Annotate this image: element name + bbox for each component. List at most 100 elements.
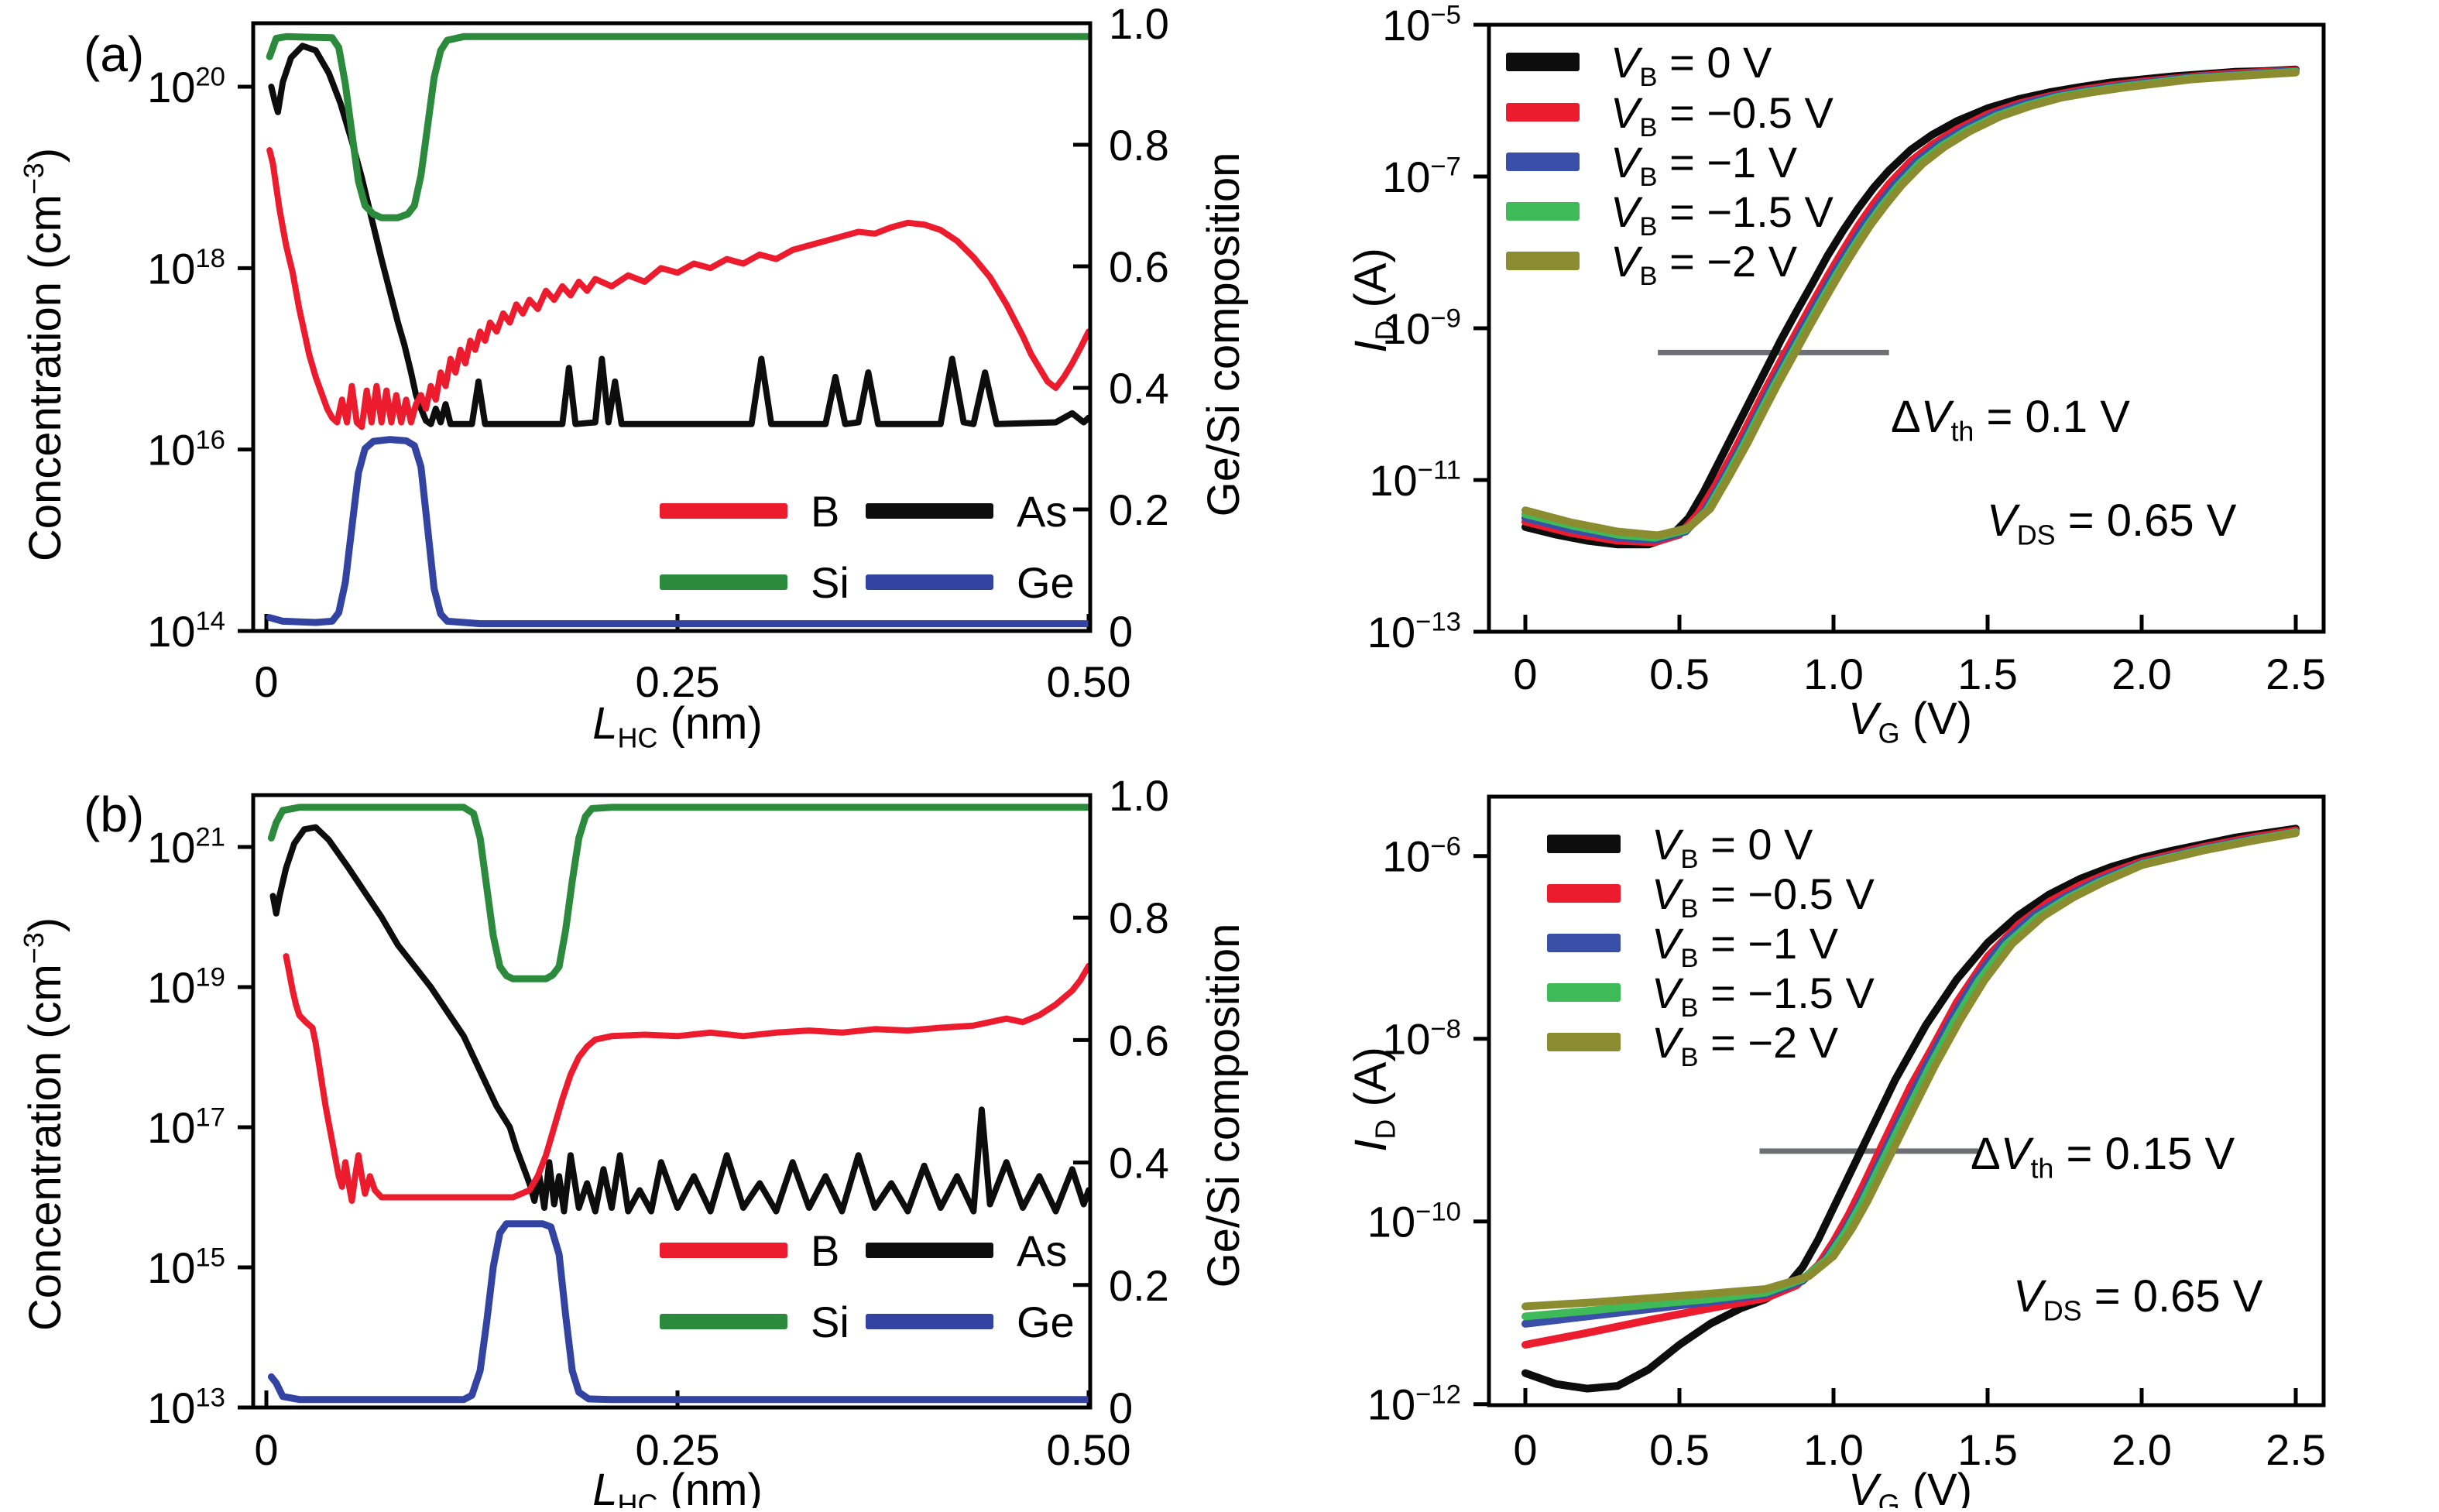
legend-swatch: [660, 1243, 787, 1258]
right-y-tick-label: 0.2: [1109, 1261, 1169, 1310]
y-tick-label: 10−13: [1367, 608, 1461, 657]
legend-swatch: [866, 1314, 993, 1329]
annotation: VDS = 0.65 V: [1987, 495, 2237, 551]
legend-entry-VB = −0.5 V: VB = −0.5 V: [1506, 88, 1834, 142]
panel-bottom-transfer-curve: 0 0.5 1.0 1.5 2.0 2.5 10−6 10−8 10−10 10−12 VG (V)…: [1346, 794, 2326, 1512]
panel-tag: (b): [84, 787, 144, 842]
y-tick-label: 1014: [147, 607, 225, 656]
x-tick-label: 2.0: [2111, 650, 2172, 698]
x-axis-title: VG (V): [1848, 694, 1972, 749]
x-axis-title: LHC (nm): [592, 698, 763, 754]
legend-label: VB = −0.5 V: [1652, 869, 1875, 924]
y-tick-label: 10−11: [1369, 456, 1461, 505]
series-Si: [266, 33, 1090, 221]
legend-swatch: [1547, 934, 1621, 952]
x-tick-label: 0.5: [1649, 1425, 1710, 1474]
y-tick-label: 1018: [147, 244, 225, 293]
x-tick-label: 1.5: [1957, 650, 2018, 698]
legend-label: B: [811, 487, 839, 536]
legend-label: As: [1017, 487, 1067, 536]
plot-frame: [1487, 794, 2326, 1407]
right-y-tick-label: 0.4: [1109, 364, 1169, 413]
legend-entry-VB = 0 V: VB = 0 V: [1506, 38, 1772, 92]
legend: B As Si Ge: [660, 1226, 1075, 1346]
legend-label: Ge: [1017, 558, 1075, 607]
x-tick-label: 0.50: [1047, 657, 1131, 706]
x-tick-label: 2.0: [2111, 1425, 2172, 1474]
legend-entry-As: As: [866, 487, 1067, 536]
x-axis-title: VG (V): [1848, 1465, 1972, 1508]
legend-label: VB = −2 V: [1611, 237, 1798, 291]
legend-entry-Si: Si: [660, 1298, 849, 1346]
legend-entry-VB = −0.5 V: VB = −0.5 V: [1547, 869, 1875, 924]
y-axis-title: ID (A): [1346, 1047, 1401, 1152]
y-axis-title: Concentration (cm−3): [18, 148, 70, 561]
legend-label: VB = 0 V: [1611, 38, 1772, 92]
legend-entry-As: As: [866, 1226, 1067, 1275]
y-tick-label: 1020: [147, 63, 225, 111]
right-y-tick-label: 0.6: [1109, 1016, 1169, 1065]
legend: B As Si Ge: [660, 487, 1075, 607]
legend-swatch: [1506, 202, 1580, 221]
y-tick-label: 10−5: [1382, 1, 1461, 50]
series-group: [267, 804, 1090, 1404]
annotation: ΔVth = 0.1 V: [1891, 392, 2130, 447]
legend-entry-VB = −1.5 V: VB = −1.5 V: [1506, 187, 1834, 242]
legend-label: VB = −0.5 V: [1611, 88, 1834, 142]
right-y-tick-label: 1.0: [1109, 771, 1169, 820]
y-tick-label: 10−12: [1367, 1380, 1461, 1428]
right-axis-title: Ge/Si composition: [1199, 924, 1249, 1288]
series-Si: [267, 804, 1090, 982]
legend-label: As: [1017, 1226, 1067, 1275]
legend-swatch: [660, 574, 787, 590]
legend-swatch: [866, 574, 993, 590]
legend-label: VB = 0 V: [1652, 820, 1813, 874]
legend-entry-Si: Si: [660, 558, 849, 607]
legend-label: VB = −2 V: [1652, 1018, 1839, 1072]
series-group: [266, 33, 1090, 628]
legend-label: VB = −1 V: [1652, 919, 1839, 973]
x-tick-label: 1.0: [1803, 1425, 1864, 1474]
series-B: [266, 147, 1090, 430]
y-axis-title: ID (A): [1346, 248, 1401, 353]
right-y-tick-label: 0.8: [1109, 121, 1169, 170]
y-tick-label: 10−9: [1382, 304, 1461, 353]
right-y-tick-label: 0: [1109, 1383, 1133, 1432]
annotation: ΔVth = 0.15 V: [1971, 1129, 2235, 1185]
annotation: VDS = 0.65 V: [2013, 1271, 2263, 1327]
legend-swatch: [866, 503, 993, 519]
series-B: [283, 953, 1090, 1204]
legend-swatch: [1506, 103, 1580, 122]
legend-entry-VB = −1.5 V: VB = −1.5 V: [1547, 969, 1875, 1023]
legend-swatch: [866, 1243, 993, 1258]
x-tick-label: 0: [1513, 650, 1537, 698]
y-tick-label: 1019: [147, 963, 225, 1012]
series-As: [269, 824, 1090, 1215]
y-tick-label: 1013: [147, 1383, 225, 1432]
y-tick-label: 10−7: [1382, 153, 1461, 201]
legend-label: Si: [811, 558, 849, 607]
legend-label: VB = −1.5 V: [1652, 969, 1875, 1023]
right-y-tick-label: 0.8: [1109, 893, 1169, 942]
x-tick-label: 1.0: [1803, 650, 1864, 698]
right-y-tick-label: 1.0: [1109, 0, 1169, 48]
x-tick-label: 2.5: [2266, 650, 2326, 698]
legend: VB = 0 VVB = −0.5 VVB = −1 VVB = −1.5 VV…: [1547, 820, 1875, 1072]
legend-entry-B: B: [660, 487, 839, 536]
legend-label: Ge: [1017, 1298, 1075, 1346]
legend-entry-VB = −2 V: VB = −2 V: [1506, 237, 1798, 291]
series-group: [1521, 825, 2300, 1393]
panel-a-doping-profile: (a) 0 0.25 0.50 1020 1018 1016 1014 1.0 0.8 0.6 0.4…: [18, 0, 1249, 754]
legend-entry-VB = −2 V: VB = −2 V: [1547, 1018, 1839, 1072]
panel-tag: (a): [84, 26, 144, 82]
x-tick-label: 2.5: [2266, 1425, 2326, 1474]
legend-swatch: [1506, 153, 1580, 171]
y-tick-label: 1016: [147, 425, 225, 474]
series-Ge: [266, 436, 1090, 628]
right-y-tick-label: 0.2: [1109, 485, 1169, 534]
x-tick-label: 0.25: [636, 657, 720, 706]
legend-swatch: [1506, 252, 1580, 270]
panel-top-transfer-curve: 0 0.5 1.0 1.5 2.0 2.5 10−5 10−7 10−9 10−11 10−13 VG…: [1346, 1, 2326, 749]
legend-swatch: [1547, 884, 1621, 903]
